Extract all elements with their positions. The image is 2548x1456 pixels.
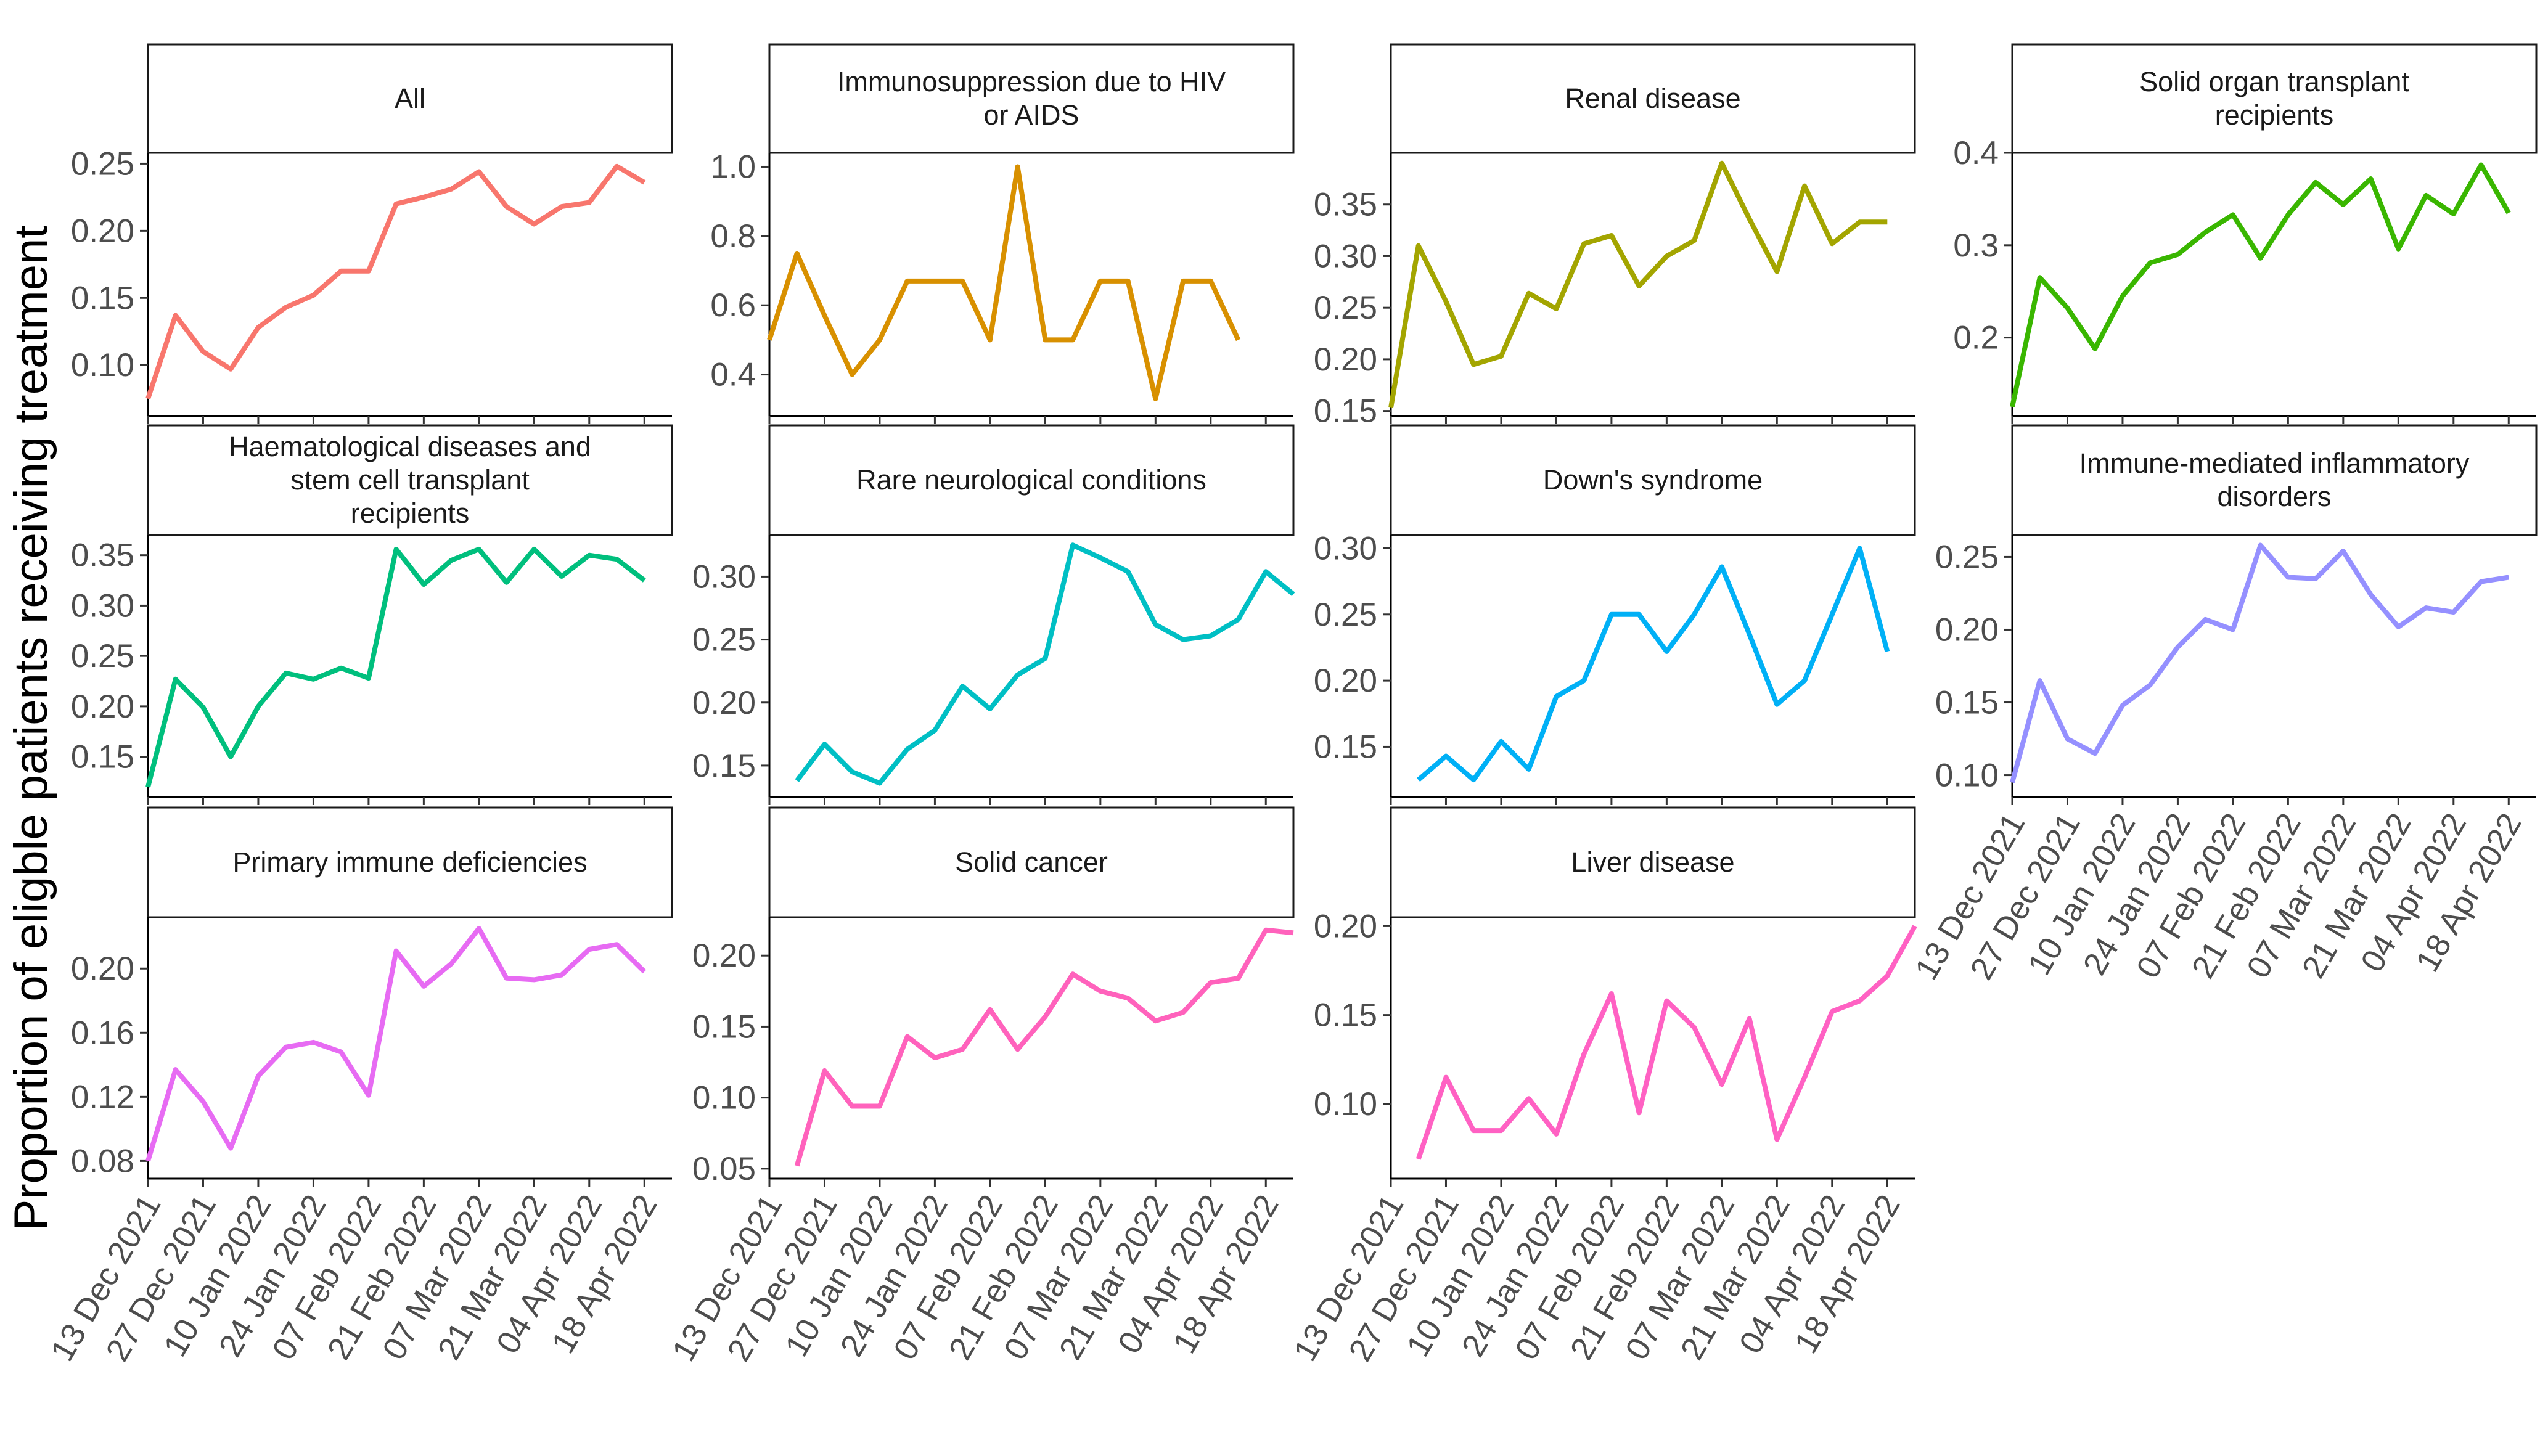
y-tick-label: 0.20 (1314, 342, 1377, 378)
facet-title: Renal disease (1565, 83, 1740, 114)
y-tick-label: 0.15 (1314, 393, 1377, 430)
y-tick-label: 0.3 (1953, 227, 1999, 264)
series-line (2010, 542, 2509, 783)
y-tick-label: 0.20 (71, 213, 134, 249)
facet-title: or AIDS (983, 99, 1079, 131)
facet-title: Solid organ transplant (2139, 66, 2409, 97)
y-axis-label: Proportion of eligble patients receiving… (5, 226, 57, 1231)
series-line (767, 164, 1241, 401)
y-tick-label: 0.15 (692, 1008, 756, 1045)
y-tick-label: 0.25 (1314, 290, 1377, 326)
facet-strip (768, 424, 1295, 536)
y-tick-label: 0.6 (710, 287, 756, 324)
facet-panel: Down's syndrome 0.15 0.20 0.25 0.30 (1314, 424, 1916, 805)
facet-strip (1390, 424, 1916, 536)
facet-title: stem cell transplant (290, 464, 530, 496)
facet-strip (768, 806, 1295, 918)
series-line (145, 163, 646, 399)
y-tick-label: 0.20 (692, 938, 756, 974)
y-tick-label: 0.8 (710, 218, 756, 255)
y-tick-label: 0.10 (71, 347, 134, 383)
facet-strip (147, 806, 673, 918)
y-tick-label: 0.10 (1314, 1086, 1377, 1123)
y-tick-label: 0.15 (71, 739, 134, 775)
y-tick-label: 0.15 (71, 280, 134, 316)
y-tick-label: 0.20 (71, 689, 134, 725)
facet-panel: All 0.10 0.15 0.20 0.25 (71, 43, 673, 424)
y-tick-label: 0.25 (71, 145, 134, 182)
series-line (1415, 925, 1917, 1160)
y-tick-label: 0.30 (71, 587, 134, 624)
y-tick-label: 0.20 (1935, 611, 1999, 648)
y-tick-label: 0.20 (1314, 908, 1377, 944)
y-tick-label: 0.4 (710, 357, 756, 393)
y-tick-label: 0.15 (1935, 685, 1999, 721)
facet-title: Immunosuppression due to HIV (837, 66, 1226, 97)
y-tick-label: 0.15 (1314, 729, 1377, 765)
series-line (2010, 162, 2511, 407)
facet-strip (2011, 424, 2538, 536)
facet-title: All (395, 83, 425, 114)
facet-title: Liver disease (1571, 846, 1734, 878)
y-tick-label: 0.16 (71, 1015, 134, 1051)
y-tick-label: 0.30 (1314, 530, 1377, 566)
y-tick-label: 0.20 (692, 685, 756, 721)
y-tick-label: 0.15 (1314, 997, 1377, 1034)
facet-panels: All 0.10 0.15 0.20 0.25 Immunosuppression due… (44, 43, 2538, 1367)
y-tick-label: 0.4 (1953, 135, 1999, 171)
series-line (145, 926, 647, 1162)
series-line (794, 927, 1294, 1167)
facet-title: recipients (2215, 99, 2334, 131)
facet-title: disorders (2217, 481, 2331, 512)
series-line (1417, 546, 1890, 783)
facet-title: Down's syndrome (1543, 464, 1763, 496)
facet-title: Rare neurological conditions (856, 464, 1206, 496)
y-tick-label: 0.2 (1953, 320, 1999, 356)
y-tick-label: 0.30 (692, 558, 756, 595)
y-tick-label: 0.12 (71, 1079, 134, 1115)
y-tick-label: 0.10 (1935, 758, 1999, 794)
facet-title: Haematological diseases and (229, 431, 591, 462)
series-line (1388, 160, 1888, 409)
y-tick-label: 1.0 (710, 149, 756, 185)
y-tick-label: 0.25 (1314, 597, 1377, 633)
facet-strip (2011, 43, 2538, 154)
y-tick-label: 0.25 (71, 638, 134, 674)
y-tick-label: 0.35 (71, 538, 134, 574)
y-tick-label: 0.05 (692, 1151, 756, 1187)
y-tick-label: 0.15 (692, 748, 756, 784)
facet-title: Primary immune deficiencies (232, 846, 587, 878)
facet-strip (1390, 43, 1916, 154)
facet-strip (1390, 806, 1916, 918)
facet-strip (147, 43, 673, 154)
facet-title: Solid cancer (955, 846, 1108, 878)
facet-strip (768, 43, 1295, 154)
facet-panel: Renal disease 0.15 0.20 0.25 0.30 0.35 (1314, 43, 1916, 430)
y-tick-label: 0.25 (692, 622, 756, 658)
y-tick-label: 0.30 (1314, 238, 1377, 274)
y-tick-label: 0.20 (71, 951, 134, 987)
y-tick-label: 0.35 (1314, 187, 1377, 223)
facet-panel: Primary immune deficiencies 0.08 0.12 0.16 0… (44, 806, 673, 1367)
y-tick-label: 0.25 (1935, 539, 1999, 575)
series-line (145, 546, 646, 788)
series-line (795, 542, 1295, 786)
y-tick-label: 0.08 (71, 1143, 134, 1179)
facet-panel: Rare neurological conditions 0.15 0.20 0.25… (692, 424, 1295, 805)
facet-title: Immune-mediated inflammatory (2079, 448, 2470, 479)
facet-strip (147, 424, 673, 536)
y-tick-label: 0.20 (1314, 663, 1377, 699)
y-tick-label: 0.10 (692, 1080, 756, 1116)
facet-title: recipients (351, 497, 470, 529)
